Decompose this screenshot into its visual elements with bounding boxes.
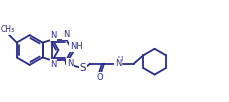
Text: NH: NH — [70, 42, 82, 51]
Text: N: N — [63, 30, 69, 39]
Text: N: N — [50, 60, 56, 69]
Text: O: O — [96, 73, 103, 82]
Text: N: N — [50, 31, 56, 40]
Text: N: N — [67, 59, 73, 68]
Text: N: N — [114, 59, 120, 68]
Text: S: S — [79, 63, 86, 73]
Text: CH₃: CH₃ — [1, 25, 15, 34]
Text: H: H — [117, 56, 122, 62]
